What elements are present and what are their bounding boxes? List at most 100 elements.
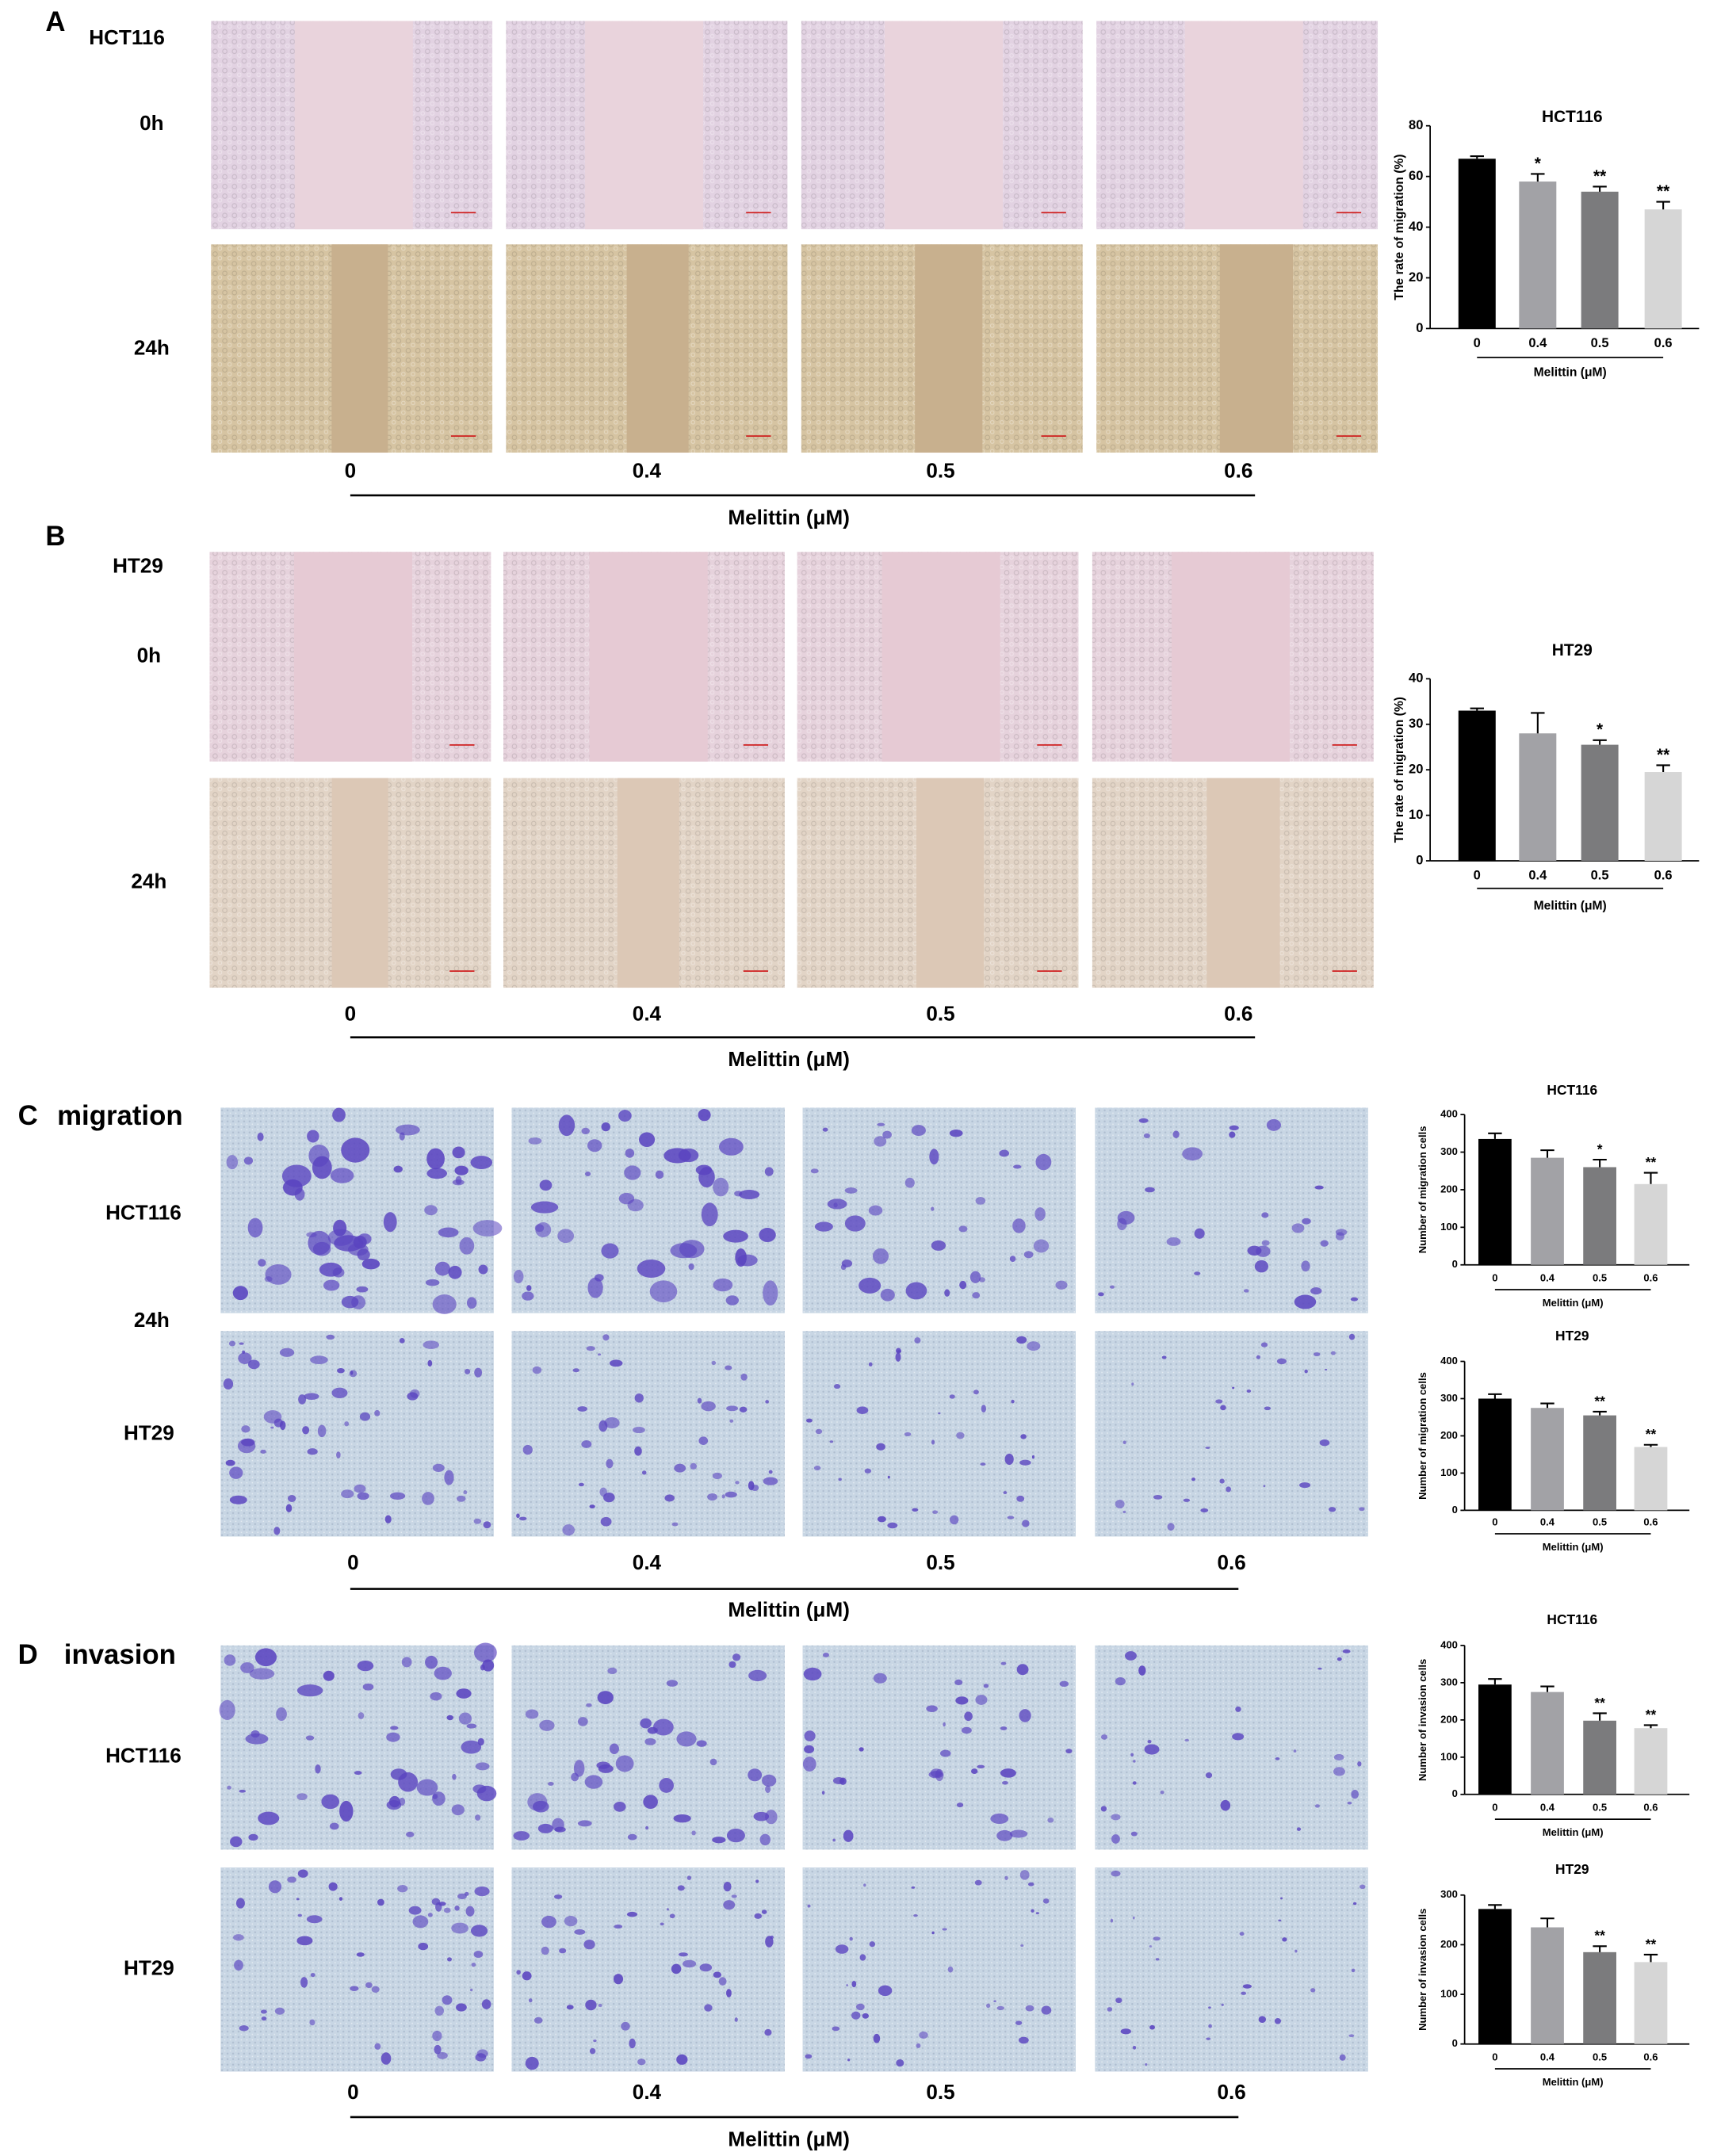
stained-cells (1016, 1664, 1029, 1676)
stained-cells (647, 1726, 658, 1734)
stained-cells (718, 1137, 744, 1156)
stained-cells (671, 1522, 679, 1527)
stained-cells (247, 1359, 260, 1370)
stained-cells (432, 2030, 442, 2042)
stained-cells (770, 1935, 774, 1940)
stained-cells (949, 1394, 955, 1399)
stained-cells (1145, 2063, 1148, 2066)
stained-cells (1294, 1949, 1298, 1953)
y-tick-label: 200 (1440, 1183, 1458, 1195)
stained-cells (386, 1732, 400, 1742)
stained-cells (305, 1735, 315, 1741)
x-tick-label: 0.5 (1591, 867, 1609, 882)
stained-cells (229, 1466, 243, 1479)
stained-cells (712, 1472, 722, 1480)
stained-cells (609, 1743, 619, 1754)
scratch-gap (331, 778, 388, 988)
stained-cells (362, 1683, 374, 1691)
micrograph (797, 778, 1079, 988)
stained-cells (913, 1914, 918, 1917)
stained-cells (1115, 1997, 1122, 2004)
stained-cells (974, 1879, 982, 1886)
stained-cells (814, 1221, 833, 1232)
stained-cells (1258, 2016, 1267, 2023)
x-axis-label: Melittin (μM) (1534, 900, 1607, 913)
row-label: 24h (131, 870, 166, 893)
stained-cells (1194, 1228, 1205, 1239)
stained-cells (1132, 1916, 1135, 1920)
stained-cells (971, 1768, 978, 1774)
stained-cells (577, 1406, 588, 1412)
stained-cells (1011, 1399, 1015, 1404)
row-label: HT29 (124, 1421, 174, 1445)
micrograph (503, 552, 785, 762)
stained-cells (350, 1986, 359, 1992)
stained-cells (437, 2051, 448, 2059)
micrograph (1096, 21, 1379, 230)
stained-cells (696, 1740, 707, 1747)
chart-title: HT29 (1552, 641, 1593, 659)
stained-cells (1226, 1486, 1232, 1493)
stained-cells (698, 1109, 711, 1122)
stained-cells (390, 1726, 399, 1730)
stained-cells (1153, 1494, 1163, 1500)
stained-cells (834, 1384, 841, 1390)
y-tick-label: 40 (1409, 671, 1423, 686)
significance-mark: ** (1646, 1426, 1657, 1442)
stained-cells (585, 1999, 597, 2011)
bar (1583, 1167, 1616, 1265)
stained-cells (940, 1749, 951, 1757)
dose-label: 0.5 (926, 1550, 954, 1574)
stained-cells (456, 2003, 467, 2012)
stained-cells (530, 1201, 559, 1214)
stained-cells (1055, 1280, 1068, 1290)
stained-cells (761, 1909, 767, 1914)
y-tick-label: 0 (1452, 1504, 1458, 1516)
stained-cells (1337, 1657, 1342, 1661)
stained-cells (1351, 1790, 1359, 1799)
stained-cells (1027, 1882, 1034, 1886)
stained-cells (928, 1771, 943, 1779)
membrane-pores (1095, 1331, 1368, 1537)
stained-cells (357, 1492, 369, 1500)
stained-cells (465, 1906, 475, 1917)
stained-cells (1111, 1870, 1121, 1877)
y-tick-label: 10 (1409, 807, 1423, 822)
stained-cells (442, 1995, 453, 2005)
stained-cells (422, 1492, 434, 1505)
micrograph (1096, 244, 1379, 453)
stained-cells (341, 1489, 354, 1499)
scratch-gap (331, 244, 388, 453)
stained-cells (904, 1432, 912, 1437)
bar (1583, 1951, 1616, 2044)
significance-mark: ** (1646, 1936, 1657, 1951)
stained-cells (1280, 1897, 1283, 1900)
stained-cells (701, 1202, 718, 1227)
error-bar (1488, 1132, 1502, 1139)
stained-cells (472, 1220, 503, 1237)
stained-cells (1035, 1912, 1040, 1915)
stained-cells (1333, 1767, 1345, 1776)
stained-cells (964, 1711, 973, 1722)
stained-cells (446, 1714, 453, 1721)
stained-cells (1015, 2020, 1023, 2025)
stained-cells (980, 1462, 986, 1466)
row-label: HCT116 (105, 1744, 182, 1768)
stained-cells (444, 1470, 454, 1485)
stained-cells (276, 1707, 287, 1721)
stained-cells (539, 1179, 553, 1191)
dose-label: 0.6 (1217, 2080, 1245, 2104)
x-tick-label: 0.6 (1654, 335, 1673, 350)
stained-cells (483, 1521, 491, 1529)
stained-cells (618, 1110, 632, 1122)
stained-cells (1020, 1434, 1027, 1439)
stained-cells (1065, 1749, 1073, 1754)
stained-cells (559, 1948, 567, 1954)
stained-cells (634, 1446, 642, 1456)
stained-cells (1278, 1919, 1282, 1922)
membrane-pores (1095, 1645, 1368, 1850)
row-label: 0h (140, 111, 163, 135)
stained-cells (339, 1800, 354, 1822)
stained-cells (1294, 1294, 1317, 1309)
y-axis-label: Number of invasion cells (1417, 1909, 1428, 2031)
